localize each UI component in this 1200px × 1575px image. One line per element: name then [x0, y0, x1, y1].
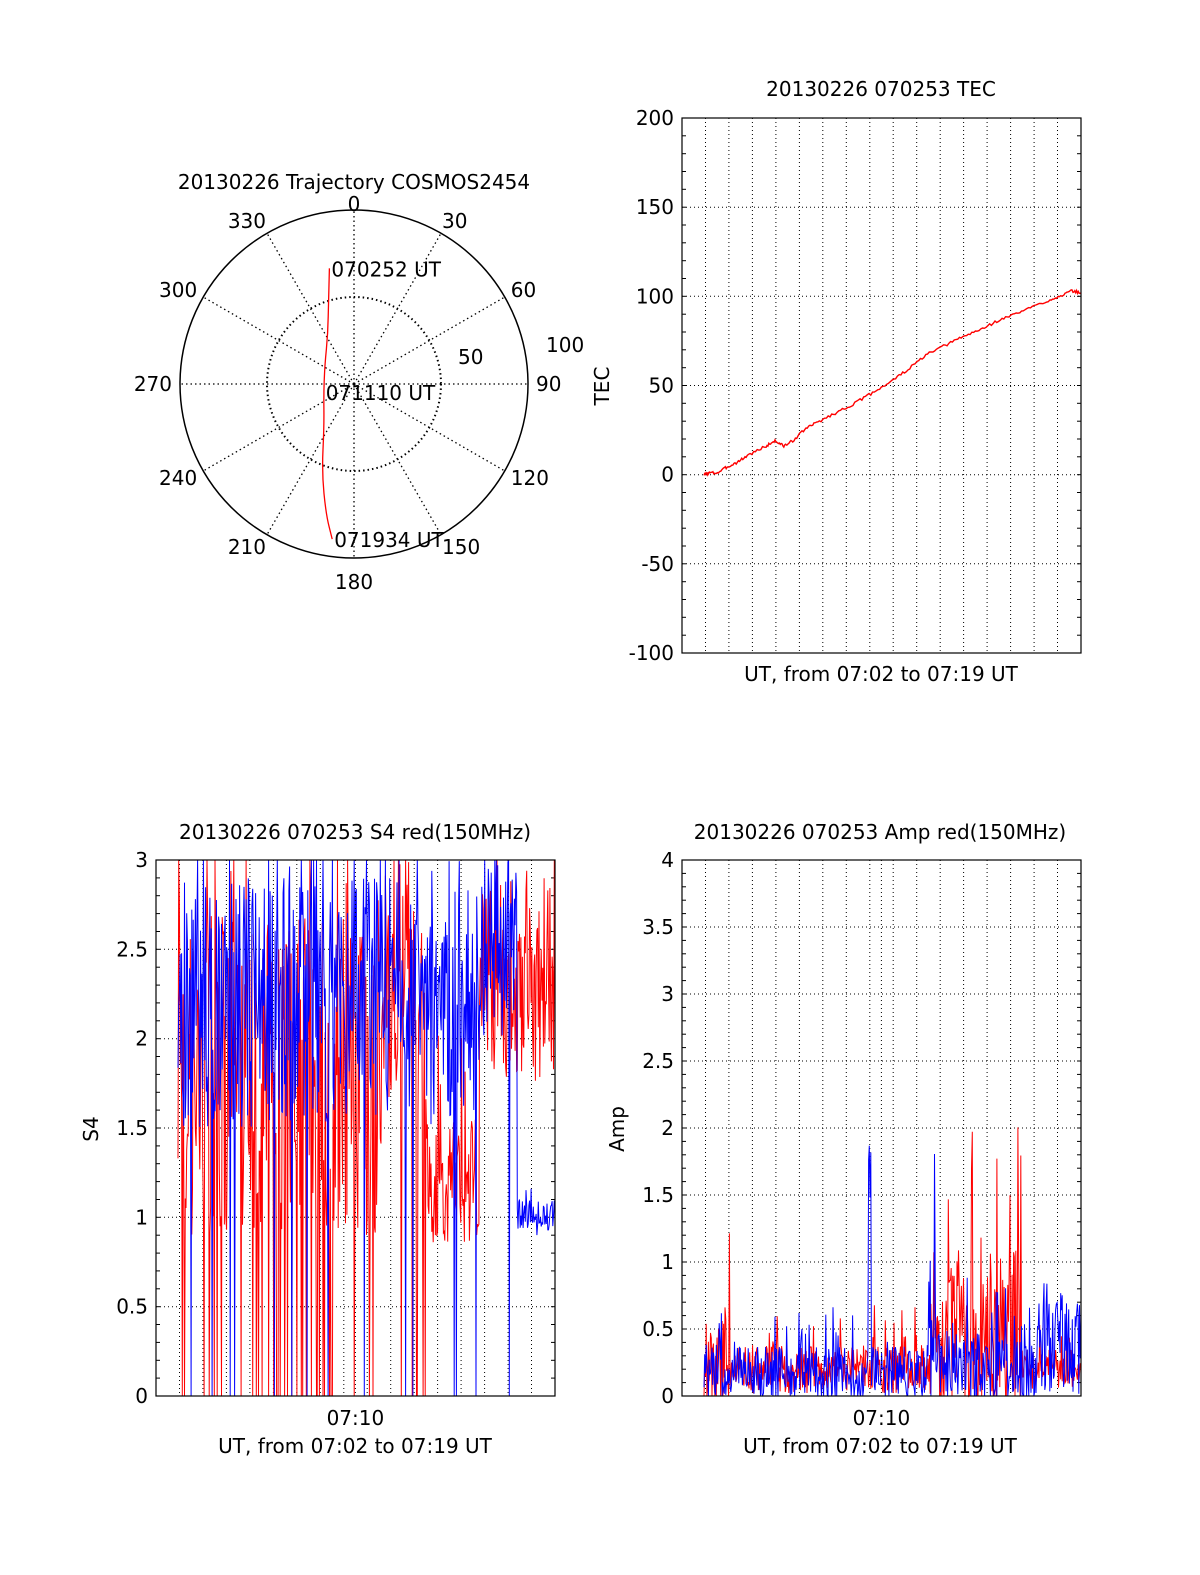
polar-angle-label: 120 — [511, 466, 549, 490]
amp-series-red — [703, 1127, 1082, 1398]
tec-ytick-label: 200 — [636, 106, 674, 130]
s4-series-red — [177, 859, 556, 1397]
s4-ytick-label: 3 — [135, 848, 148, 872]
s4-title: 20130226 070253 S4 red(150MHz) — [179, 820, 531, 844]
amp-ytick-label: 1 — [661, 1250, 674, 1274]
polar-angle-label: 30 — [442, 209, 467, 233]
amp-title: 20130226 070253 Amp red(150MHz) — [694, 820, 1066, 844]
polar-spoke — [353, 232, 442, 385]
polar-title: 20130226 Trajectory COSMOS2454 — [178, 170, 530, 194]
s4-panel: 20130226 070253 S4 red(150MHz) UT, from … — [79, 820, 556, 1458]
s4-xlabel: UT, from 07:02 to 07:19 UT — [218, 1434, 493, 1458]
s4-ytick-label: 0 — [135, 1384, 148, 1408]
polar-angle-label: 330 — [228, 209, 266, 233]
tec-xlabel: UT, from 07:02 to 07:19 UT — [744, 662, 1019, 686]
polar-angle-label: 90 — [536, 372, 561, 396]
polar-angle-label: 210 — [228, 535, 266, 559]
polar-angle-label: 0 — [348, 192, 361, 216]
amp-ytick-label: 3.5 — [642, 915, 674, 939]
trajectory-time-label: 071934 UT — [334, 528, 444, 552]
s4-ytick-label: 0.5 — [116, 1295, 148, 1319]
s4-ytick-label: 1 — [135, 1205, 148, 1229]
polar-spoke — [353, 383, 442, 536]
polar-trajectory-panel: 20130226 Trajectory COSMOS2454 0 30 60 90 12… — [134, 170, 584, 594]
polar-ring — [266, 296, 442, 472]
polar-spoke — [266, 383, 355, 536]
amp-series-blue — [703, 1145, 1082, 1398]
polar-spoke — [266, 232, 355, 385]
s4-ylabel: S4 — [79, 1116, 103, 1141]
amp-ytick-label: 2.5 — [642, 1049, 674, 1073]
polar-angle-label: 60 — [511, 278, 536, 302]
amp-xlabel: UT, from 07:02 to 07:19 UT — [743, 1434, 1018, 1458]
s4-ytick-label: 2.5 — [116, 937, 148, 961]
tec-ytick-label: 50 — [649, 374, 674, 398]
amp-ytick-label: 2 — [661, 1116, 674, 1140]
amp-ytick-label: 4 — [661, 848, 674, 872]
polar-angle-label: 240 — [159, 466, 197, 490]
tec-ytick-label: -100 — [629, 641, 674, 665]
s4-ytick-label: 2 — [135, 1027, 148, 1051]
trajectory-time-label: 071110 UT — [326, 381, 436, 405]
tec-axes-frame — [681, 117, 1082, 654]
amp-ytick-label: 0 — [661, 1384, 674, 1408]
polar-spoke — [353, 383, 506, 472]
polar-angle-label: 270 — [134, 372, 172, 396]
tec-ytick-label: 100 — [636, 284, 674, 308]
amp-ytick-label: 0.5 — [642, 1317, 674, 1341]
amp-ylabel: Amp — [605, 1106, 629, 1152]
polar-spoke — [202, 383, 355, 472]
s4-ytick-label: 1.5 — [116, 1116, 148, 1140]
polar-angle-label: 150 — [442, 535, 480, 559]
polar-spoke — [353, 296, 506, 385]
tec-ylabel: TEC — [590, 367, 614, 407]
polar-radius-label: 100 — [546, 333, 584, 357]
polar-outer-circle — [179, 209, 529, 559]
trajectory-time-label: 070252 UT — [331, 257, 441, 281]
tec-title: 20130226 070253 TEC — [766, 77, 996, 101]
polar-radius-label: 50 — [458, 345, 483, 369]
trajectory-line — [321, 268, 333, 540]
amp-ytick-label: 1.5 — [642, 1183, 674, 1207]
tec-panel: 20130226 070253 TEC UT, from 07:02 to 07… — [590, 77, 1082, 686]
amp-xtick-label: 07:10 — [853, 1406, 911, 1430]
tec-ytick-label: 150 — [636, 195, 674, 219]
s4-axes-frame — [155, 859, 556, 1397]
polar-angle-label: 180 — [335, 570, 373, 594]
amp-panel: 20130226 070253 Amp red(150MHz) UT, from… — [605, 820, 1082, 1458]
tec-series-line — [703, 288, 1082, 477]
tec-ytick-label: 0 — [661, 463, 674, 487]
s4-xtick-label: 07:10 — [327, 1406, 385, 1430]
amp-ytick-label: 3 — [661, 982, 674, 1006]
polar-angle-label: 300 — [159, 278, 197, 302]
tec-ytick-label: -50 — [641, 552, 674, 576]
polar-spoke — [202, 296, 355, 385]
amp-axes-frame — [681, 859, 1082, 1397]
